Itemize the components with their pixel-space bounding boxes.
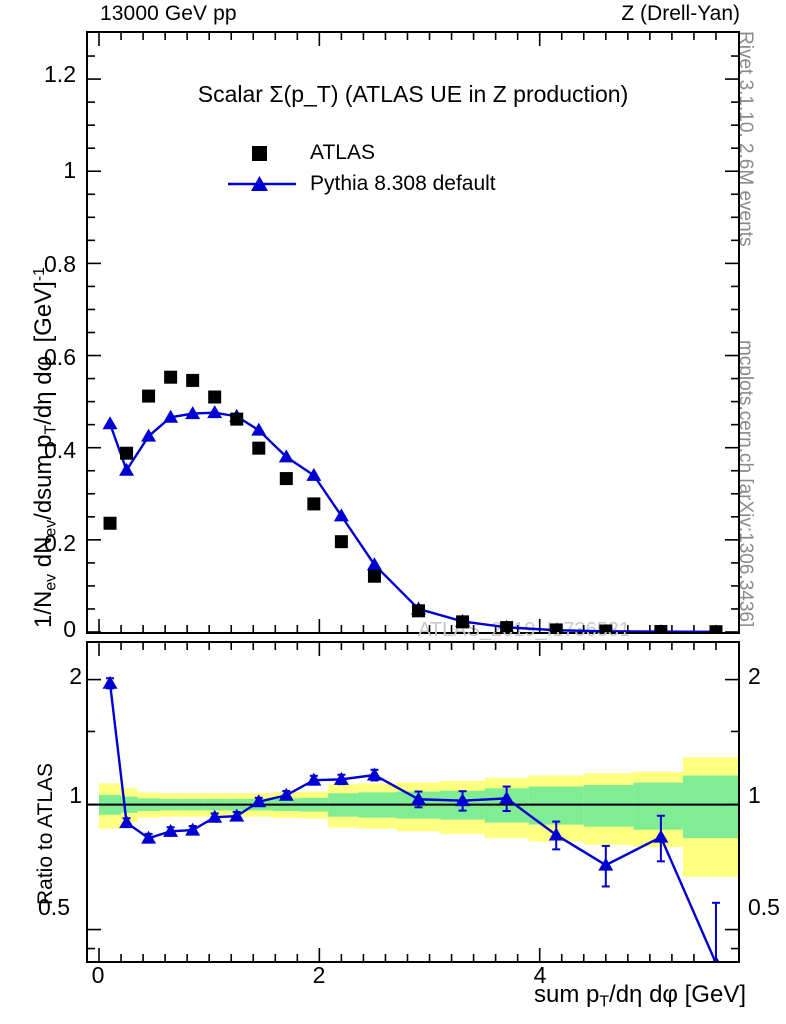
- ratio-plot-panel: [86, 641, 740, 963]
- header-process-label: Z (Drell-Yan): [621, 2, 740, 25]
- main-y-axis-title: 1/Nev dNev/dsum pT/dη dφ [GeV]-1: [30, 267, 60, 628]
- plot-title: Scalar Σ(p_T) (ATLAS UE in Z production): [197, 81, 629, 107]
- ytick-ratio-right-1: 1: [748, 782, 761, 808]
- ytick-main-6: 1.2: [44, 61, 76, 87]
- ytick-ratio-left-2: 2: [69, 663, 82, 689]
- main-plot-canvas: [88, 33, 738, 632]
- ytick-ratio-right-2: 2: [748, 663, 761, 689]
- ytick-main-2: 0.4: [44, 437, 76, 463]
- xtick-0: 0: [91, 962, 105, 988]
- ytick-ratio-left-1: 1: [69, 782, 82, 808]
- ytick-ratio-right-05: 0.5: [748, 894, 780, 920]
- ratio-y-axis-title: Ratio to ATLAS: [34, 762, 57, 905]
- ytick-main-5: 1: [63, 157, 76, 183]
- legend-key-square: [226, 142, 300, 164]
- analysis-watermark: ATLAS_2019_I1736531: [418, 619, 631, 641]
- header-beam-label: 13000 GeV pp: [100, 2, 237, 25]
- x-axis-title: sum pT/dη dφ [GeV]: [534, 981, 746, 1011]
- ytick-main-4: 0.8: [44, 251, 76, 277]
- legend-label-pythia: Pythia 8.308 default: [310, 171, 496, 195]
- ytick-main-3: 0.6: [44, 344, 76, 370]
- ratio-plot-canvas: [88, 643, 738, 961]
- ytick-main-1: 0.2: [44, 530, 76, 556]
- legend: ATLAS Pythia 8.308 default: [226, 137, 496, 199]
- legend-key-triangle-line: [226, 173, 300, 195]
- legend-label-atlas: ATLAS: [310, 140, 375, 164]
- ytick-ratio-left-05: 0.5: [38, 894, 70, 920]
- ytick-main-0: 0: [63, 616, 76, 642]
- xtick-4: 4: [533, 962, 547, 988]
- main-plot-panel: Scalar Σ(p_T) (ATLAS UE in Z production)…: [86, 31, 740, 641]
- xtick-2: 2: [312, 962, 326, 988]
- legend-entry-atlas: ATLAS: [226, 137, 496, 168]
- legend-entry-pythia: Pythia 8.308 default: [226, 168, 496, 199]
